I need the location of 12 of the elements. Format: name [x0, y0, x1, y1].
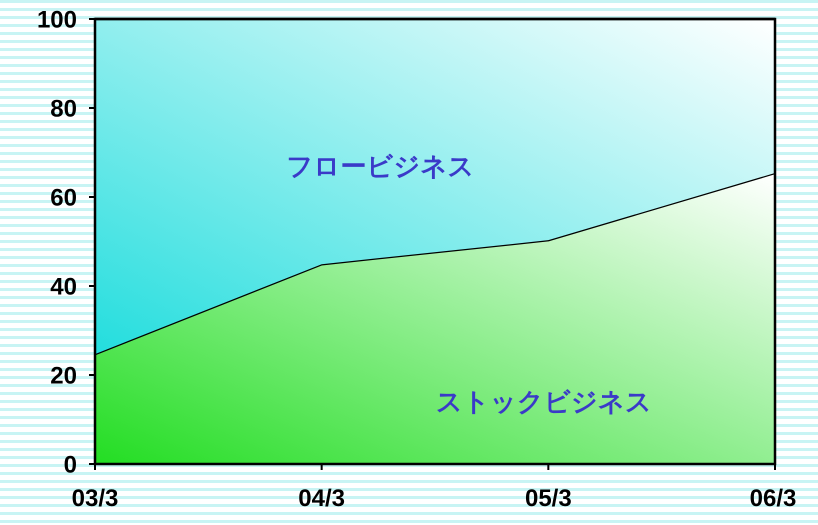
y-tick-label: 60: [50, 184, 77, 212]
series-label: フロービジネス: [286, 150, 475, 181]
y-tick-label: 0: [64, 451, 77, 478]
series-label: ストックビジネス: [436, 386, 652, 417]
y-tick-label: 40: [50, 273, 77, 300]
x-tick-label: 06/3: [750, 485, 796, 512]
x-tick-label: 04/3: [298, 485, 346, 512]
y-tick-label: 20: [50, 362, 77, 390]
x-tick-label: 05/3: [524, 485, 572, 512]
x-tick-label: 03/3: [72, 485, 118, 512]
y-tick-label: 80: [50, 95, 77, 122]
y-tick-label: 100: [36, 6, 77, 34]
